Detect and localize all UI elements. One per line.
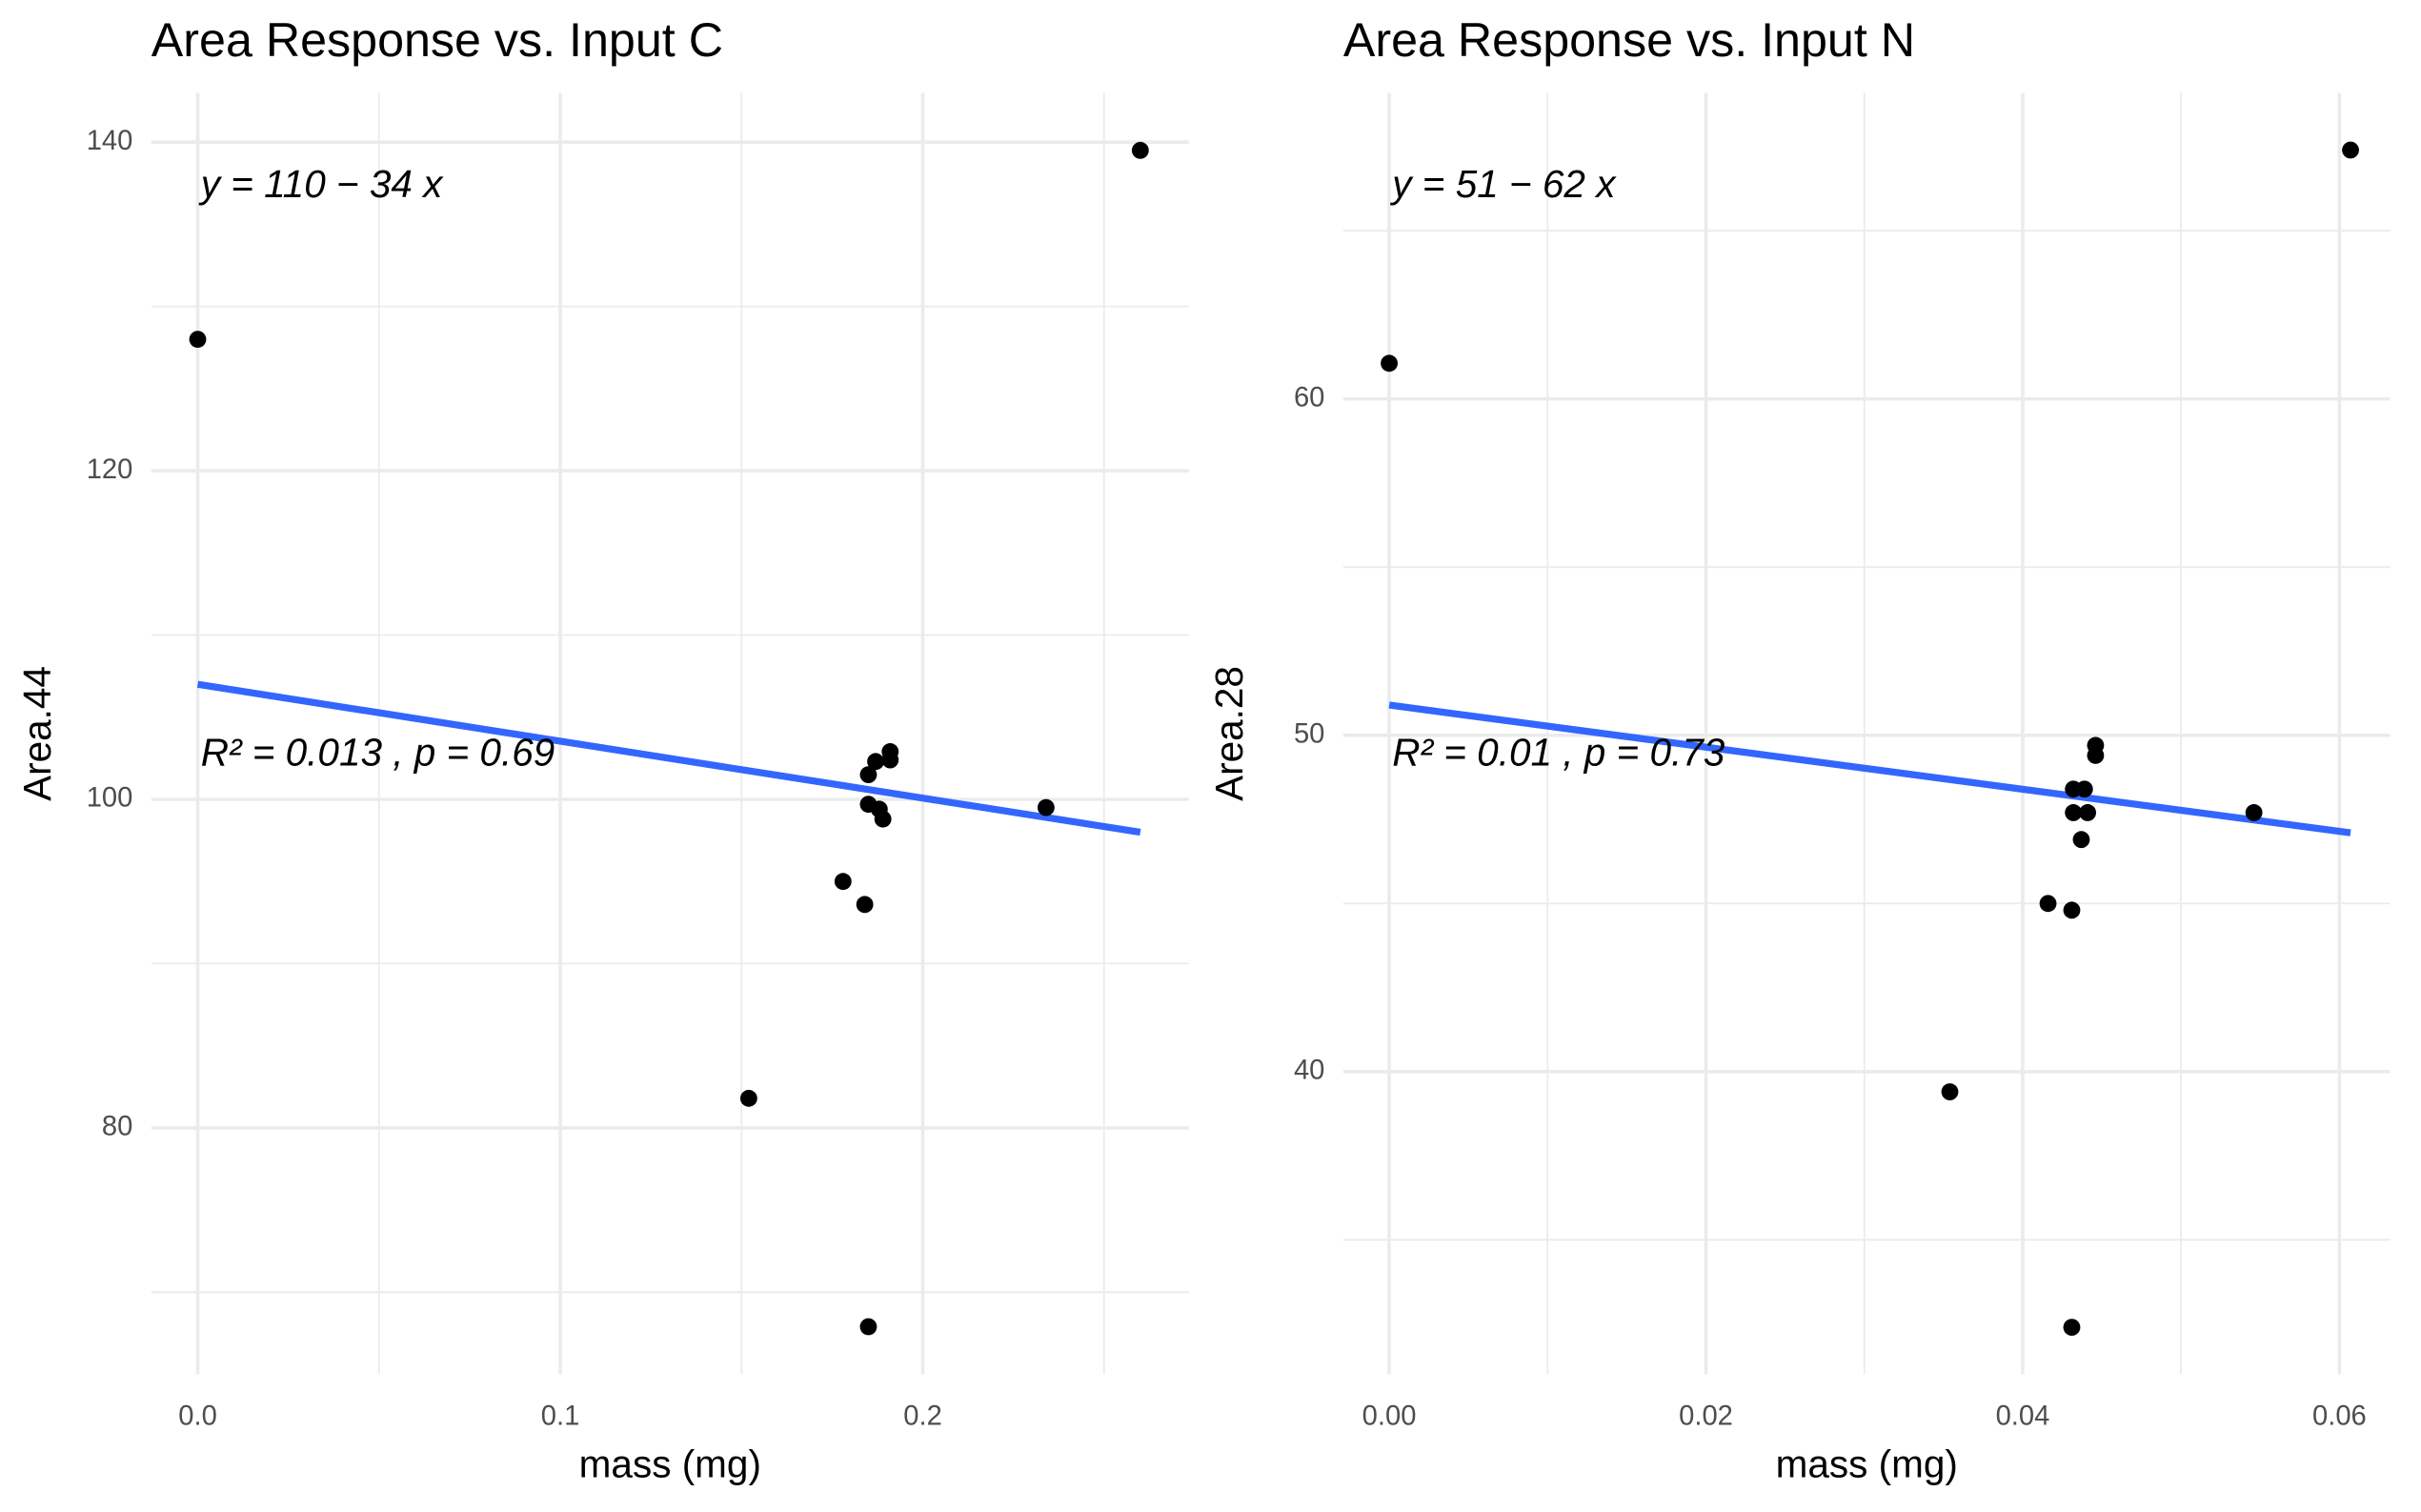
point — [2072, 831, 2090, 849]
y-tick-label: 100 — [87, 783, 133, 814]
x-tick-label: 0.00 — [1362, 1401, 1417, 1432]
point — [1941, 1083, 1959, 1100]
point — [834, 873, 852, 891]
point — [859, 766, 878, 784]
stats: R² = 0.013 , p = 0.69 — [201, 730, 555, 774]
point — [1037, 798, 1055, 816]
point — [1381, 354, 1398, 373]
chart-title: Area Response vs. Input C — [151, 13, 723, 67]
point — [856, 896, 874, 914]
equation: y = 110 − 34 x — [198, 162, 444, 206]
y-axis-label: Area.44 — [15, 666, 59, 801]
point — [2245, 804, 2263, 821]
y-axis-label: Area.28 — [1207, 666, 1251, 801]
x-tick-label: 0.02 — [1679, 1401, 1733, 1432]
x-tick-label: 0.1 — [541, 1401, 580, 1432]
y-tick-label: 40 — [1294, 1056, 1324, 1086]
y-tick-label: 120 — [87, 454, 133, 485]
fit-line — [196, 680, 1141, 837]
point — [874, 810, 892, 828]
y-tick-label: 60 — [1294, 382, 1324, 413]
point — [2065, 804, 2083, 821]
chart-title: Area Response vs. Input N — [1343, 13, 1915, 67]
point — [2087, 747, 2105, 764]
point — [189, 331, 207, 349]
y-tick-label: 80 — [102, 1112, 132, 1142]
panel: 0.00 0.02 0.04 0.06 40 50 60 Area Response vs. … — [1207, 13, 2391, 1485]
panel: 0.0 0.1 0.2 80 100 120 140 Area Response vs. In… — [15, 13, 1189, 1485]
x-tick-label: 0.04 — [1996, 1401, 2050, 1432]
point — [739, 1089, 757, 1107]
y-tick-label: 50 — [1294, 718, 1324, 749]
point — [859, 1318, 878, 1336]
equation: y = 51 − 62 x — [1389, 162, 1617, 206]
point — [2063, 901, 2081, 919]
point — [1131, 141, 1149, 159]
point — [2079, 804, 2097, 821]
point — [2342, 141, 2359, 159]
stats: R² = 0.01 , p = 0.73 — [1392, 730, 1725, 774]
x-axis-label: mass (mg) — [579, 1441, 761, 1485]
x-tick-label: 0.2 — [903, 1401, 942, 1432]
y-tick-label: 140 — [87, 126, 133, 156]
x-axis-label: mass (mg) — [1776, 1441, 1958, 1485]
point — [2039, 895, 2057, 913]
point — [867, 753, 884, 771]
x-tick-label: 0.06 — [2312, 1401, 2367, 1432]
x-tick-label: 0.0 — [178, 1401, 217, 1432]
point — [2063, 1319, 2081, 1337]
point — [2075, 780, 2093, 798]
fit-line — [1388, 701, 2351, 837]
point — [881, 743, 899, 760]
